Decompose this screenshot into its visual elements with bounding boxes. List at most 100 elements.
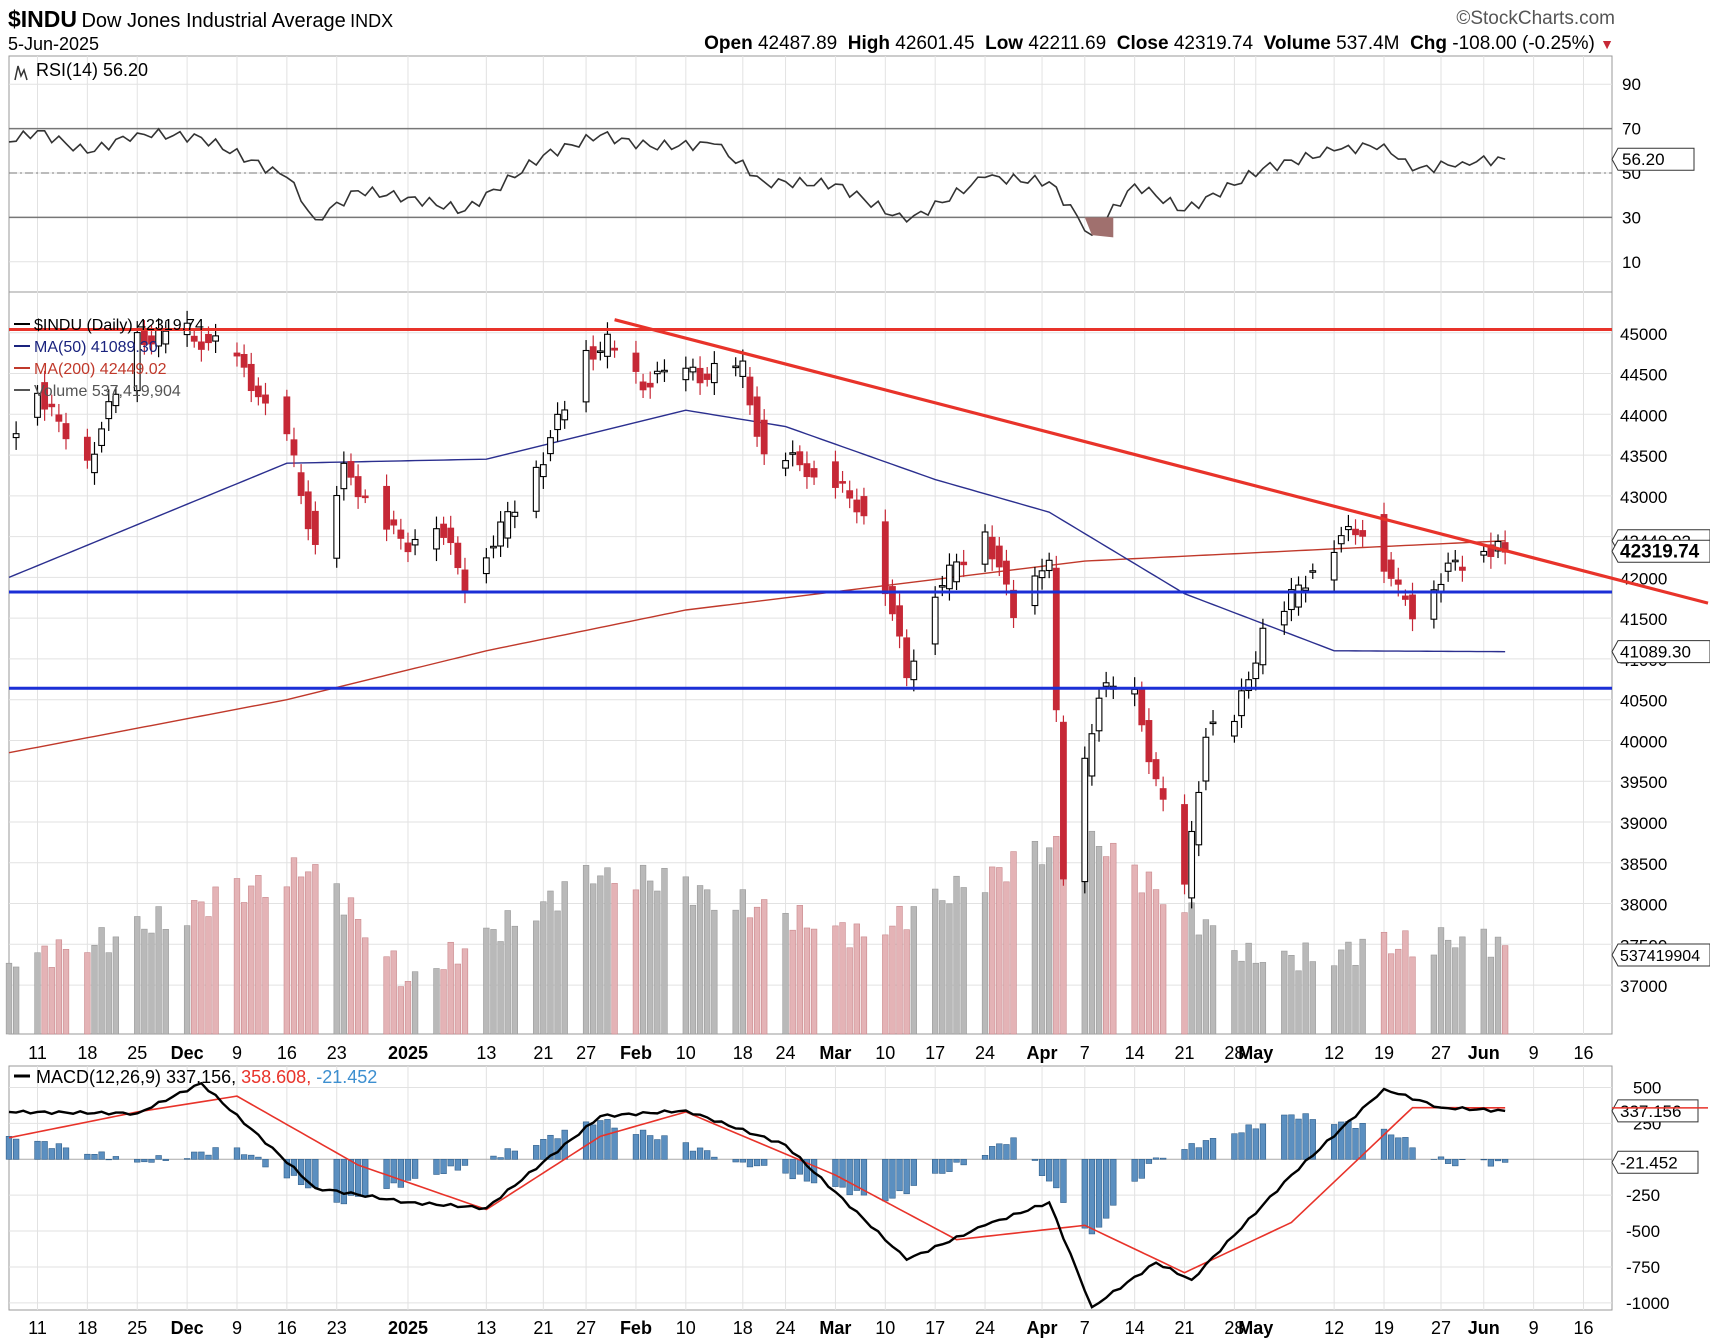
- candle-body: [1352, 528, 1359, 536]
- price-tick-label: 43000: [1620, 488, 1667, 507]
- candle: [1288, 577, 1295, 622]
- macd-hist-bar: [1494, 1158, 1502, 1162]
- candle: [703, 367, 711, 387]
- candle: [197, 329, 205, 362]
- candle: [55, 403, 63, 433]
- candle-body: [1330, 551, 1338, 581]
- candle-body: [1444, 562, 1452, 572]
- candle-body: [197, 341, 205, 350]
- x-axis-label-macd: Mar: [819, 1318, 851, 1338]
- volume-bar: [212, 886, 219, 1035]
- volume-bar: [411, 971, 419, 1035]
- macd-hist-bar: [632, 1134, 640, 1160]
- candle-body: [1238, 690, 1245, 717]
- candle: [561, 400, 569, 429]
- candle-body: [646, 382, 654, 388]
- high-label: High: [847, 33, 890, 54]
- candle-body: [1010, 589, 1017, 619]
- candle: [832, 450, 839, 499]
- candle: [433, 516, 440, 562]
- candle-body: [889, 586, 896, 615]
- candle: [34, 385, 41, 426]
- candle-body: [682, 367, 690, 381]
- volume-bar: [1295, 970, 1302, 1035]
- candle-body: [411, 538, 419, 546]
- candle-body: [639, 381, 647, 391]
- x-axis-label-macd: 18: [77, 1318, 97, 1338]
- rsi-tick-label: 10: [1622, 253, 1641, 272]
- macd-hist-bar: [1060, 1158, 1067, 1203]
- volume-bar: [1010, 851, 1017, 1035]
- price-tick-label: 43500: [1620, 447, 1667, 466]
- candle-body: [361, 495, 369, 499]
- macd-hist-bar: [1309, 1119, 1316, 1160]
- candle-body: [846, 490, 854, 499]
- macd-hist-bar: [5, 1136, 13, 1160]
- volume-bar: [1352, 964, 1359, 1035]
- candle: [1309, 563, 1317, 579]
- volume-bar: [946, 903, 953, 1035]
- macd-hist-bar: [540, 1139, 547, 1160]
- macd-hist-bar: [233, 1147, 241, 1160]
- macd-hist-bar: [1103, 1158, 1110, 1219]
- volume-bar: [354, 919, 362, 1035]
- x-axis-label: 21: [533, 1043, 553, 1063]
- volume-bar: [105, 952, 112, 1035]
- volume-bar: [162, 929, 169, 1035]
- macd-hist-bar: [1202, 1140, 1210, 1160]
- volume-bar: [1395, 948, 1402, 1035]
- volume-bar: [1110, 842, 1117, 1035]
- volume-bar: [34, 952, 41, 1035]
- candle: [796, 445, 804, 472]
- candle: [190, 329, 198, 348]
- volume-bar: [362, 937, 369, 1035]
- price-tick-label: 44000: [1620, 406, 1667, 425]
- x-axis-label: 27: [1431, 1043, 1451, 1063]
- candle: [953, 553, 960, 590]
- volume-bar: [782, 912, 789, 1035]
- volume-bar: [632, 889, 640, 1035]
- macd-hist-bar: [212, 1147, 219, 1160]
- low-label: Low: [985, 33, 1024, 54]
- x-axis-label: 27: [576, 1043, 596, 1063]
- candle-body: [433, 528, 440, 550]
- volume-bar: [191, 900, 198, 1035]
- volume-bar: [1459, 936, 1466, 1035]
- candle: [732, 357, 740, 377]
- candle: [1487, 532, 1495, 569]
- x-axis-label-macd: 2025: [388, 1318, 428, 1338]
- volume-bar: [803, 927, 811, 1035]
- macd-hist-bar: [340, 1158, 347, 1205]
- x-axis-label-macd: 7: [1080, 1318, 1090, 1338]
- x-axis-label-macd: 14: [1125, 1318, 1145, 1338]
- candle-body: [48, 403, 56, 408]
- candle: [1038, 558, 1046, 590]
- candle: [1451, 550, 1459, 571]
- price-tick-label: 40000: [1620, 732, 1667, 751]
- macd-hist-bar: [461, 1158, 469, 1166]
- volume-bar: [1245, 942, 1252, 1035]
- x-axis-label: 13: [476, 1043, 496, 1063]
- legend-entry: Volume 537,419,904: [34, 383, 181, 400]
- volume-bar: [1402, 930, 1409, 1035]
- volume-bar: [148, 932, 155, 1035]
- candle-body: [283, 396, 291, 435]
- candle-body: [1245, 679, 1253, 692]
- volume-bar: [1103, 856, 1110, 1035]
- macd-hist-bar: [654, 1139, 661, 1160]
- candle: [504, 501, 512, 548]
- candle: [853, 488, 861, 524]
- brand-logo: ©StockCharts.com: [1456, 8, 1615, 29]
- macd-hist-bar: [682, 1142, 689, 1160]
- candle-body: [440, 523, 447, 538]
- candle: [689, 358, 697, 381]
- candle-body: [1295, 584, 1302, 608]
- low-value: 42211.69: [1028, 33, 1107, 54]
- volume-bar: [547, 890, 554, 1035]
- macd-hist-bar: [248, 1154, 255, 1160]
- candle: [1444, 552, 1452, 582]
- candle-body: [760, 419, 768, 455]
- volume-bar: [504, 910, 511, 1035]
- x-axis-label-macd: Jun: [1468, 1318, 1500, 1338]
- x-axis-label-macd: Apr: [1027, 1318, 1058, 1338]
